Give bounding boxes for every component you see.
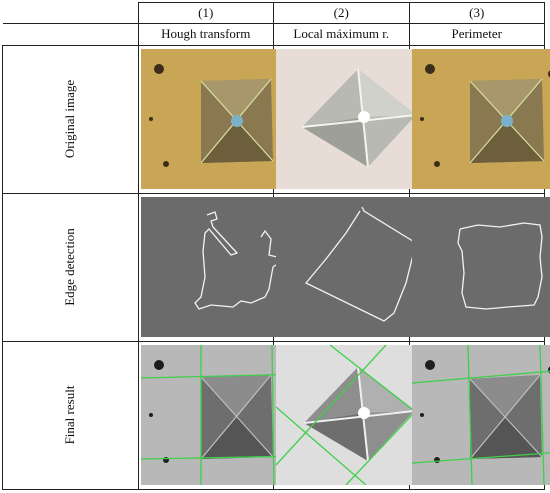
column-2-number: (2) xyxy=(273,1,410,25)
edge-image-local-max xyxy=(273,192,440,342)
column-1-name: Hough transform xyxy=(137,23,274,46)
row-label-edge: Edge detection xyxy=(2,192,139,342)
row-label-edge-text: Edge detection xyxy=(62,228,78,307)
column-1-number: (1) xyxy=(137,1,274,25)
edge-image-hough xyxy=(137,192,305,342)
edge-image-perimeter xyxy=(408,192,550,342)
row-label-original-text: Original image xyxy=(62,79,78,159)
row-label-original: Original image xyxy=(2,44,139,194)
row-label-final-text: Final result xyxy=(62,385,78,445)
column-3-name: Perimeter xyxy=(408,23,545,46)
final-image-hough xyxy=(137,340,305,491)
column-3-number: (3) xyxy=(408,1,545,25)
header-corner xyxy=(2,2,139,25)
final-image-perimeter xyxy=(408,340,550,491)
header-corner-2 xyxy=(2,23,139,46)
original-image-hough xyxy=(137,44,305,194)
column-2-name: Local máximum r. xyxy=(273,23,410,46)
row-label-final: Final result xyxy=(2,340,139,491)
original-image-local-max xyxy=(273,44,440,194)
final-image-local-max xyxy=(273,340,440,491)
original-image-perimeter xyxy=(408,44,550,194)
